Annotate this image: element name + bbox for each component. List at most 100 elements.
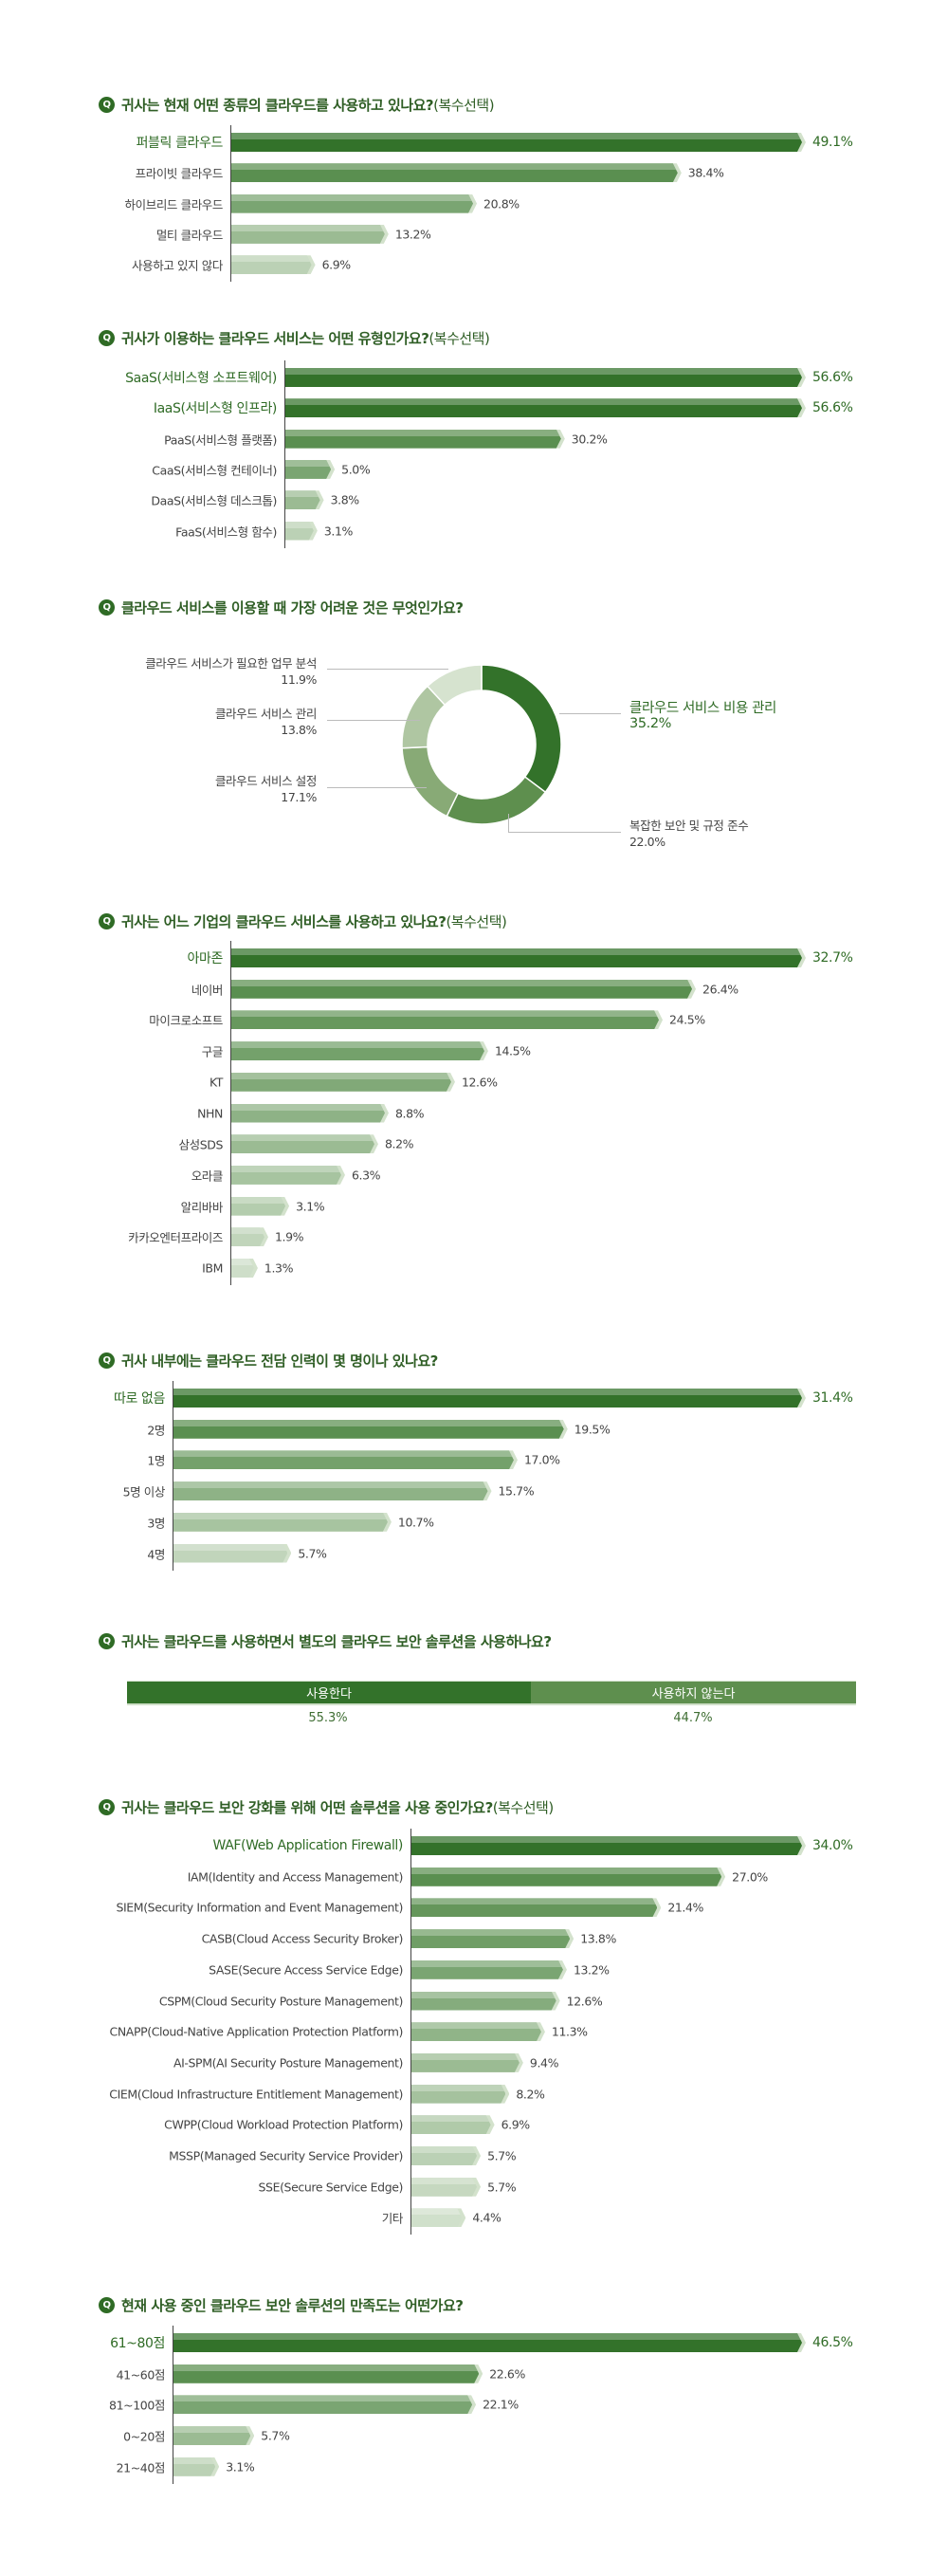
- bar-value: 13.8%: [580, 1931, 616, 1946]
- bar-fill: [231, 1104, 385, 1123]
- bar: [411, 2022, 545, 2041]
- bar-highlight: [411, 1992, 556, 1998]
- bar-highlight: [411, 2022, 541, 2029]
- bar-highlight: [411, 1898, 657, 1904]
- leader-line: [327, 787, 427, 788]
- bar-label: MSSP(Managed Security Service Provider): [169, 2148, 403, 2163]
- bar-fill: [285, 522, 314, 541]
- bar-value: 8.2%: [516, 2087, 545, 2102]
- bar-value: 20.8%: [483, 196, 520, 212]
- bar-highlight: [173, 1420, 564, 1426]
- bar: [411, 2085, 509, 2104]
- leader-line: [508, 814, 509, 832]
- bar-highlight: [411, 1868, 721, 1874]
- bar-fill: [173, 1450, 514, 1469]
- bar: [231, 1010, 663, 1029]
- bar-label: 멀티 클라우드: [155, 228, 224, 243]
- bar-highlight: [231, 948, 802, 955]
- bar-fill: [231, 1166, 341, 1185]
- bar: [231, 255, 316, 274]
- bar-value: 13.2%: [394, 227, 431, 242]
- bar-value: 56.6%: [812, 370, 853, 385]
- bar-highlight: [411, 1960, 563, 1967]
- bar: [285, 368, 806, 387]
- bar-value: 14.5%: [494, 1043, 531, 1058]
- bar-highlight: [411, 2115, 491, 2122]
- bar-fill: [411, 2146, 477, 2165]
- bar-highlight: [285, 460, 331, 467]
- bar-value: 26.4%: [702, 982, 738, 997]
- bar: [285, 460, 335, 479]
- question-title: Q 귀사는 클라우드를 사용하면서 별도의 클라우드 보안 솔루션을 사용하나요…: [99, 1630, 552, 1651]
- bar-fill: [231, 1227, 264, 1246]
- bar-value: 31.4%: [812, 1390, 853, 1406]
- bar-value: 38.4%: [687, 165, 724, 180]
- bar-value: 13.2%: [573, 1962, 610, 1978]
- bar-value: 49.1%: [812, 135, 853, 150]
- bar-value: 3.1%: [296, 1199, 325, 1214]
- bar-highlight: [231, 1134, 374, 1141]
- question-text: 현재 사용 중인 클라우드 보안 솔루션의 만족도는 어떤가요?: [121, 2296, 464, 2314]
- bar-fill: [231, 255, 312, 274]
- bar-value: 5.7%: [487, 2148, 517, 2163]
- bar: [231, 163, 682, 182]
- bar-label: CNAPP(Cloud-Native Application Protectio…: [109, 2024, 404, 2039]
- question-text: 귀사가 이용하는 클라우드 서비스는 어떤 유형인가요?: [121, 329, 429, 347]
- bar-fill: [231, 948, 802, 967]
- bar-fill: [173, 1389, 802, 1408]
- bar-fill: [411, 1898, 657, 1917]
- question-subtitle: (복수선택): [428, 329, 490, 347]
- leader-line: [327, 720, 420, 721]
- bar-label: PaaS(서비스형 플랫폼): [164, 432, 277, 448]
- bar-label: 21~40점: [116, 2460, 166, 2475]
- bar-highlight: [411, 1836, 802, 1843]
- bar-fill: [411, 2115, 491, 2134]
- bar-fill: [173, 1513, 388, 1532]
- bar-value: 56.6%: [812, 400, 853, 416]
- q-badge-icon: Q: [99, 329, 115, 346]
- bar-highlight: [411, 2085, 505, 2091]
- bar-value: 6.9%: [501, 2117, 531, 2132]
- bar-highlight: [173, 1481, 488, 1488]
- bar-label: 61~80점: [110, 2336, 165, 2351]
- question-text: 귀사는 현재 어떤 종류의 클라우드를 사용하고 있나요?: [121, 96, 434, 114]
- bar-fill: [411, 1868, 721, 1886]
- bar-value: 34.0%: [812, 1838, 853, 1853]
- bar-label: FaaS(서비스형 함수): [175, 524, 277, 539]
- bar-value: 3.1%: [226, 2459, 255, 2475]
- bar: [411, 1992, 560, 2011]
- bar-value: 6.9%: [321, 257, 352, 272]
- bar-highlight: [231, 1073, 451, 1079]
- bar-label: 41~60점: [116, 2367, 166, 2383]
- q-badge-icon: Q: [99, 912, 115, 929]
- bar-value: 22.6%: [489, 2366, 525, 2382]
- bar-value: 12.6%: [461, 1075, 498, 1090]
- bar: [411, 1929, 574, 1948]
- bar-label: CaaS(서비스형 컨테이너): [152, 463, 277, 478]
- bar-label: NHN: [197, 1106, 223, 1120]
- bar-value: 30.2%: [571, 432, 608, 447]
- bar-highlight: [231, 163, 678, 170]
- question-title: Q 현재 사용 중인 클라우드 보안 솔루션의 만족도는 어떤가요?: [99, 2294, 464, 2315]
- question-subtitle: (복수선택): [433, 96, 495, 114]
- bar-value: 19.5%: [574, 1422, 611, 1437]
- donut-segment: [426, 664, 483, 707]
- stack-value-use: 55.3%: [308, 1711, 348, 1725]
- bar-fill: [231, 1041, 484, 1060]
- bar-highlight: [173, 1513, 388, 1519]
- q-badge-icon: Q: [99, 2296, 115, 2313]
- bar: [411, 2178, 481, 2197]
- bar-label: 프라이빗 클라우드: [135, 166, 224, 181]
- bar-value: 27.0%: [732, 1869, 768, 1885]
- donut-label: 클라우드 서비스 설정: [214, 774, 317, 788]
- bar-label: CSPM(Cloud Security Posture Management): [158, 1994, 403, 2008]
- bar-value: 9.4%: [529, 2055, 559, 2070]
- bar-label: WAF(Web Application Firewall): [212, 1838, 404, 1853]
- bar-fill: [231, 225, 385, 244]
- donut-label: 클라우드 서비스 비용 관리: [629, 701, 776, 716]
- bar-label: 알리바바: [180, 1200, 224, 1215]
- bar-fill: [173, 2395, 472, 2414]
- bar: [411, 2115, 495, 2134]
- q-badge-icon: Q: [99, 1352, 115, 1369]
- question-text: 귀사는 어느 기업의 클라우드 서비스를 사용하고 있나요?: [121, 912, 447, 930]
